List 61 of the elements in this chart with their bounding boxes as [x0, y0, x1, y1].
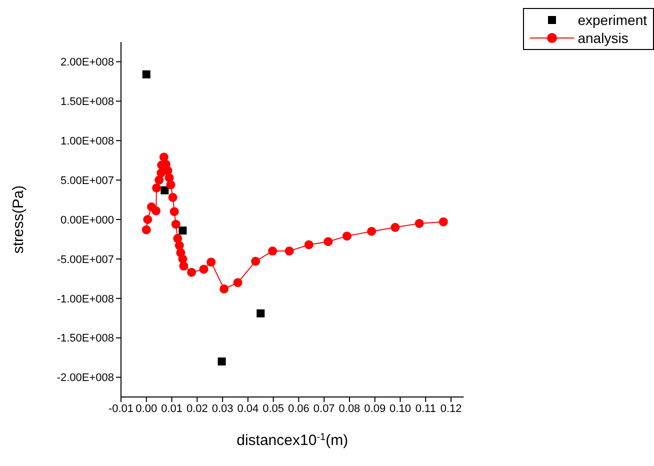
- y-axis-title: stress(Pa): [10, 185, 27, 254]
- x-tick-label: 0.08: [338, 402, 360, 415]
- x-tick-label: -0.01: [108, 402, 134, 415]
- point: [342, 232, 352, 241]
- y-tick-label: 1.50E+008: [60, 96, 114, 108]
- point: [178, 226, 187, 235]
- point: [218, 358, 226, 366]
- y-tick-label: -1.50E+008: [56, 332, 114, 345]
- x-tick-label: 0.12: [440, 402, 462, 415]
- point: [206, 258, 216, 267]
- point: [199, 264, 208, 274]
- x-axis-title: distancex10$^{-1}$(m): [236, 432, 348, 449]
- x-tick-label: 0.04: [237, 402, 259, 415]
- point: [284, 246, 294, 256]
- point: [324, 237, 333, 246]
- y-tick-label: -5.00E+007: [56, 254, 114, 266]
- y-tick-label: 0.00E+000: [60, 214, 114, 226]
- point: [390, 222, 400, 232]
- point: [142, 225, 151, 234]
- point: [173, 234, 182, 243]
- point: [164, 173, 174, 182]
- y-tick-label: -1.00E+008: [56, 293, 114, 306]
- point: [152, 206, 161, 216]
- point: [251, 256, 260, 266]
- point: [154, 176, 164, 185]
- point: [304, 240, 314, 250]
- y-tick-label: 5.00E+007: [60, 174, 114, 187]
- point: [220, 284, 229, 294]
- point: [159, 152, 168, 162]
- point: [171, 220, 180, 229]
- point: [187, 268, 196, 277]
- point: [160, 186, 169, 194]
- x-tick-label: 0.05: [262, 402, 284, 415]
- point: [142, 70, 150, 78]
- legend-label: analysis: [578, 30, 628, 46]
- point: [268, 246, 278, 256]
- point: [438, 217, 448, 226]
- x-tick-label: 0.03: [212, 402, 234, 415]
- x-tick-label: 0.02: [186, 402, 208, 415]
- point: [143, 215, 152, 224]
- point: [152, 183, 162, 192]
- y-tick-label: -2.00E+008: [56, 372, 114, 384]
- x-tick-label: 0.11: [415, 402, 436, 415]
- y-tick-label: 1.00E+008: [60, 136, 114, 148]
- point: [367, 226, 376, 236]
- x-tick-label: 0.07: [313, 402, 335, 415]
- x-tick-label: 0.00: [136, 402, 158, 415]
- x-tick-label: 0.09: [364, 402, 386, 415]
- legend-label: experiment: [578, 12, 647, 28]
- point: [174, 241, 184, 250]
- point: [414, 218, 424, 228]
- x-tick-label: 0.06: [288, 402, 310, 415]
- point: [166, 180, 176, 190]
- point: [256, 309, 265, 318]
- point: [168, 192, 178, 202]
- x-tick-label: 0.10: [390, 402, 411, 415]
- y-tick-label: 2.00E+008: [60, 56, 114, 69]
- x-tick-label: 0.01: [161, 402, 182, 415]
- point: [170, 207, 179, 216]
- point: [179, 262, 188, 271]
- point: [233, 278, 242, 288]
